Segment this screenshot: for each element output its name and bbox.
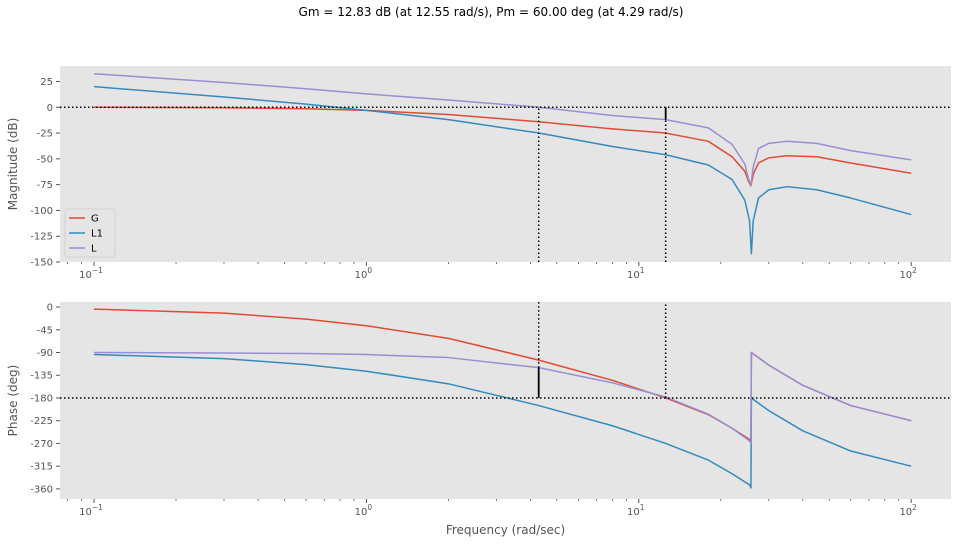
phase-series-l1 bbox=[94, 353, 912, 489]
magnitude-ytick-label: -25 bbox=[37, 129, 53, 140]
magnitude-xtick-label: 102 bbox=[899, 266, 917, 281]
phase-ytick-label: -90 bbox=[37, 348, 53, 359]
magnitude-ytick-label: -125 bbox=[30, 232, 53, 243]
magnitude-xtick-label: 101 bbox=[627, 266, 645, 281]
phase-xtick-label: 100 bbox=[355, 503, 373, 518]
legend-box bbox=[64, 208, 116, 258]
phase-ytick-label: -315 bbox=[30, 462, 53, 473]
phase-xtick-label: 10−1 bbox=[79, 503, 103, 518]
magnitude-axes-background bbox=[60, 66, 951, 262]
magnitude-ytick-label: -150 bbox=[30, 258, 53, 269]
phase-ytick-label: 0 bbox=[47, 303, 53, 314]
magnitude-ytick-label: -50 bbox=[37, 154, 53, 165]
phase-xtick-label: 101 bbox=[627, 503, 645, 518]
magnitude-ytick-label: -75 bbox=[37, 180, 53, 191]
magnitude-ytick-label: -100 bbox=[30, 206, 53, 217]
phase-ytick-label: -45 bbox=[37, 325, 53, 336]
phase-axes-background bbox=[60, 302, 951, 499]
magnitude-ylabel: Magnitude (dB) bbox=[6, 118, 20, 211]
phase-xlabel: Frequency (rad/sec) bbox=[446, 523, 565, 537]
magnitude-ytick-label: 25 bbox=[40, 77, 53, 88]
phase-xtick-label: 102 bbox=[899, 503, 917, 518]
figure-title: Gm = 12.83 dB (at 12.55 rad/s), Pm = 60.… bbox=[298, 5, 684, 19]
phase-series-group bbox=[60, 302, 951, 489]
magnitude-series-l1 bbox=[93, 85, 912, 255]
magnitude-xtick-label: 100 bbox=[355, 266, 373, 281]
magnitude-series-group bbox=[60, 72, 951, 262]
magnitude-series-l bbox=[93, 72, 912, 186]
legend-label-l1: L1 bbox=[91, 229, 103, 240]
phase-ytick-label: -225 bbox=[30, 416, 53, 427]
phase-ytick-label: -180 bbox=[30, 393, 53, 404]
phase-ytick-label: -135 bbox=[30, 371, 53, 382]
magnitude-ytick-label: 0 bbox=[47, 103, 53, 114]
magnitude-panel: 25 0 -25 -50 -75 -100 -125 -150 10−1 100 101 102 Mag… bbox=[6, 66, 951, 281]
magnitude-series-g bbox=[94, 106, 912, 187]
phase-ylabel: Phase (deg) bbox=[6, 365, 20, 437]
phase-panel: 0 -45 -90 -135 -180 -225 -270 -315 -360 10−1 100 10… bbox=[6, 302, 951, 537]
phase-ytick-label: -360 bbox=[30, 484, 53, 495]
phase-ytick-label: -270 bbox=[30, 439, 53, 450]
legend-label-l: L bbox=[91, 244, 97, 255]
phase-series-l bbox=[94, 351, 912, 445]
magnitude-xtick-label: 10−1 bbox=[79, 266, 103, 281]
legend: G L1 L bbox=[64, 208, 116, 258]
legend-label-g: G bbox=[91, 214, 99, 225]
